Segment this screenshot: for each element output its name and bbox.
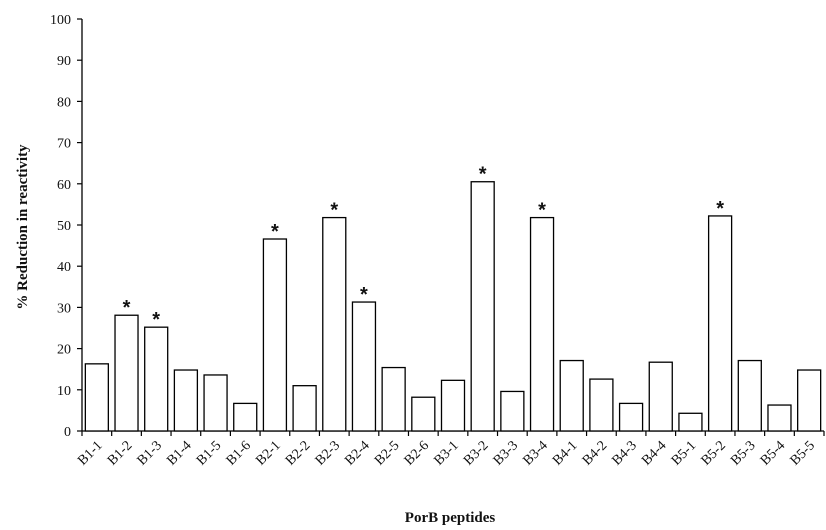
x-tick-label: B5-4 [758, 438, 788, 468]
significance-marker: * [330, 200, 338, 222]
x-tick-label: B4-3 [610, 438, 640, 468]
bar-b3-3 [500, 390, 525, 432]
bar-b1-3 [144, 326, 169, 432]
x-tick-label: B5-1 [669, 438, 699, 468]
x-tick-label: B2-1 [253, 438, 283, 468]
x-tick-label: B1-4 [164, 438, 194, 468]
y-tick-label: 70 [57, 137, 71, 152]
significance-marker: * [538, 200, 546, 222]
bar-b2-2 [292, 385, 317, 432]
bar-b4-4 [648, 361, 673, 432]
y-tick-label: 30 [57, 301, 71, 316]
bar-b5-1 [678, 412, 703, 432]
bar-b3-4 [529, 216, 555, 432]
bar-b5-5 [797, 369, 822, 432]
x-tick-label: B2-3 [313, 438, 343, 468]
x-tick-label: B1-3 [135, 438, 165, 468]
significance-marker: * [152, 309, 160, 331]
y-tick-label: 100 [50, 13, 71, 28]
bars [84, 181, 822, 432]
y-tick-label: 90 [57, 54, 71, 69]
x-tick-label: B4-4 [639, 438, 669, 468]
bar-b4-1 [559, 359, 584, 432]
y-tick-label: 10 [57, 384, 71, 399]
x-tick-label: B1-6 [224, 438, 254, 468]
x-tick-label: B2-6 [402, 438, 432, 468]
bar-b1-2 [114, 314, 139, 432]
y-tick-label: 0 [64, 425, 71, 440]
significance-marker: * [716, 198, 724, 220]
x-tick-label: B3-2 [461, 438, 491, 468]
x-tick-label: B2-4 [342, 438, 372, 468]
significance-marker: * [360, 284, 368, 306]
x-tick-label: B4-1 [550, 438, 580, 468]
bar-b1-1 [84, 363, 109, 432]
x-tick-label: B1-2 [105, 438, 135, 468]
x-tick-label: B4-2 [580, 438, 610, 468]
significance-marker: * [123, 297, 131, 319]
y-axis-title: % Reduction in reactivity [15, 144, 31, 310]
y-tick-label: 80 [57, 95, 71, 110]
x-axis: B1-1 B1-2 B1-3 B1-4 B1-5 B1-6 B2-1 B2-2 B2-3 B2-4… [75, 430, 825, 469]
y-tick-label: 60 [57, 178, 71, 193]
bar-b4-3 [618, 402, 644, 432]
x-tick-label: B1-5 [194, 438, 224, 468]
x-tick-label: B3-3 [491, 438, 521, 468]
y-tick-label: 20 [57, 343, 71, 358]
x-axis-title: PorB peptides [405, 510, 496, 526]
bar-b5-3 [737, 359, 762, 432]
significance-marker: * [479, 164, 487, 186]
y-tick-label: 40 [57, 260, 71, 275]
x-tick-label: B3-4 [520, 438, 550, 468]
bar-b2-4 [351, 301, 377, 432]
x-tick-label: B5-2 [699, 438, 729, 468]
bar-b2-1 [262, 238, 288, 432]
bar-b3-1 [440, 379, 466, 432]
x-tick-label: B2-2 [283, 438, 313, 468]
x-tick-label: B2-5 [372, 438, 402, 468]
bar-b2-6 [411, 396, 436, 432]
bar-b1-4 [173, 369, 199, 432]
x-tick-label: B5-5 [788, 438, 818, 468]
bar-b1-6 [233, 402, 258, 432]
bar-b5-4 [767, 404, 792, 432]
bar-b2-3 [322, 216, 347, 432]
bar-b4-2 [589, 378, 614, 432]
y-axis: 0 10 20 30 40 50 60 70 80 90 100 [50, 13, 83, 440]
bar-b3-2 [470, 181, 495, 432]
significance-marker: * [271, 221, 279, 243]
y-tick-label: 50 [57, 219, 71, 234]
x-tick-label: B3-1 [431, 438, 461, 468]
bar-b5-2 [707, 215, 733, 432]
x-tick-label: B1-1 [75, 438, 105, 468]
bar-b1-5 [203, 374, 228, 432]
significance-markers: * * * * * * * * [123, 164, 725, 331]
bar-b2-5 [381, 366, 406, 432]
x-tick-label: B5-3 [728, 438, 758, 468]
